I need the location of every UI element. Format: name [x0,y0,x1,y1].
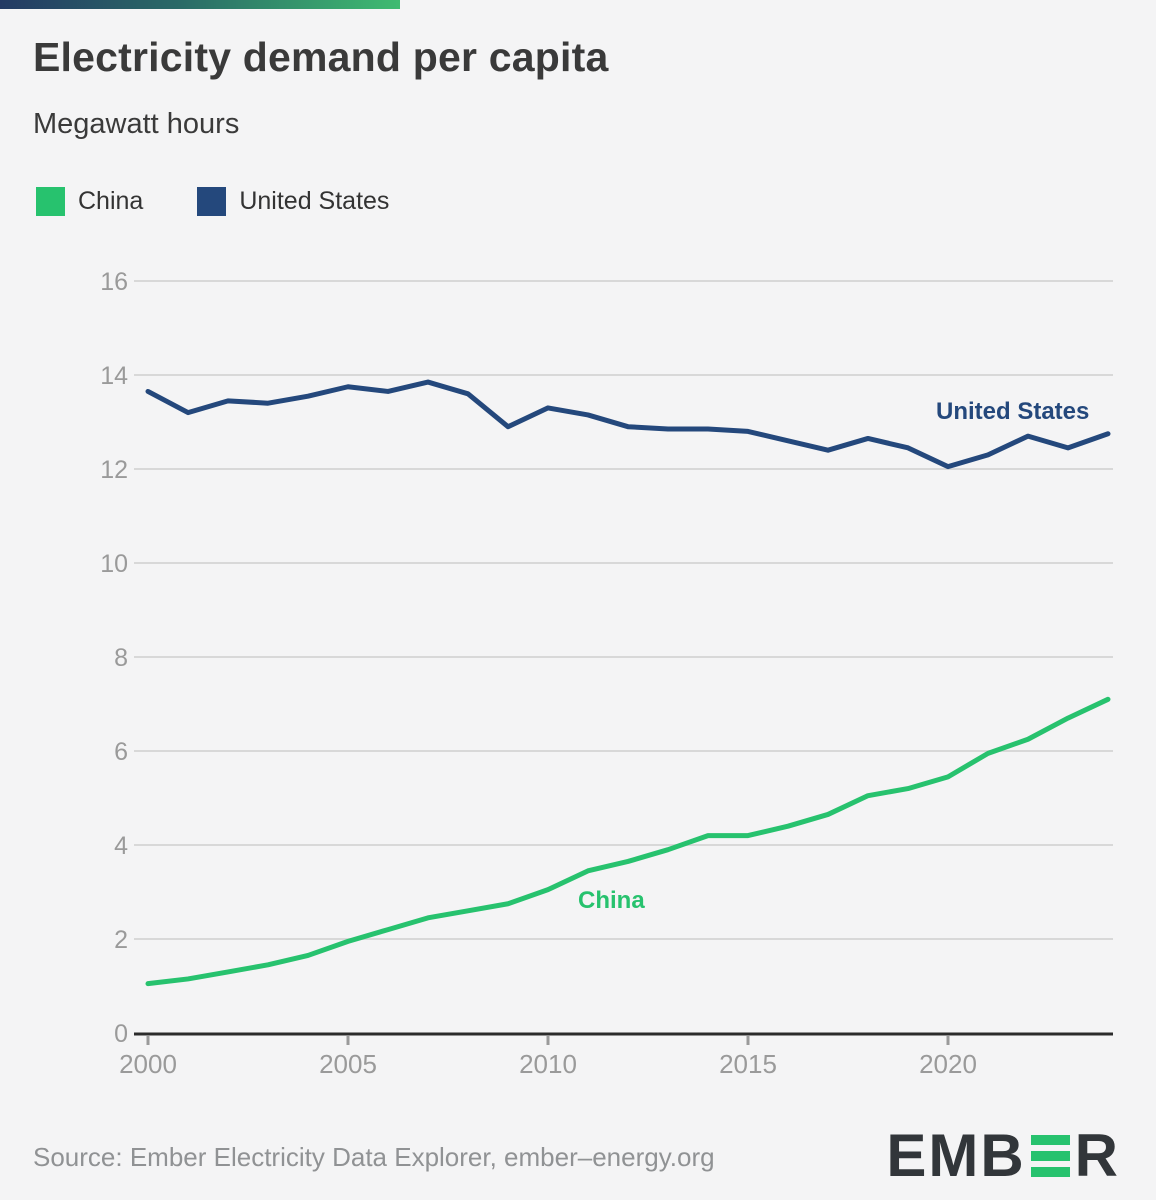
source-attribution: Source: Ember Electricity Data Explorer,… [33,1142,715,1172]
y-tick-label-16: 16 [100,268,128,296]
y-tick-label-0: 0 [114,1020,128,1048]
y-tick-label-8: 8 [114,644,128,672]
x-tick-label-2010: 2010 [519,1049,577,1079]
y-tick-label-12: 12 [100,456,128,484]
logo-e-bar [1030,1151,1070,1161]
legend-label-united-states: United States [239,187,390,215]
x-tick-label-2000: 2000 [119,1049,177,1079]
ember-logo-text-emb: EMB [886,1122,1026,1189]
page-title: Electricity demand per capita [33,34,609,80]
chart-units-subtitle: Megawatt hours [33,108,240,140]
x-tick-label-2005: 2005 [319,1049,377,1079]
ember-logo-green-e-icon [1030,1135,1070,1177]
series-label-china: China [578,887,645,914]
brand-gradient-bar [0,0,400,9]
series-line-china [145,696,1111,987]
y-tick-label-14: 14 [100,362,128,390]
y-tick-label-4: 4 [114,832,128,860]
series-label-united-states: United States [936,398,1089,425]
chart-legend: China United States [36,187,389,216]
legend-item-united-states: United States [197,187,389,216]
y-tick-label-2: 2 [114,926,128,954]
legend-label-china: China [78,187,144,215]
y-tick-label-6: 6 [114,738,128,766]
logo-e-bar [1030,1167,1070,1177]
legend-swatch-china [36,187,65,216]
y-tick-label-10: 10 [100,550,128,578]
ember-logo-text-r: R [1074,1122,1120,1189]
x-tick-label-2020: 2020 [919,1049,977,1079]
legend-swatch-united-states [197,187,227,216]
logo-e-bar [1030,1135,1070,1145]
series-line-united-states [145,379,1111,470]
x-tick-label-2015: 2015 [719,1049,777,1079]
legend-item-china: China [36,187,143,216]
ember-logo: EMB R [886,1126,1120,1186]
